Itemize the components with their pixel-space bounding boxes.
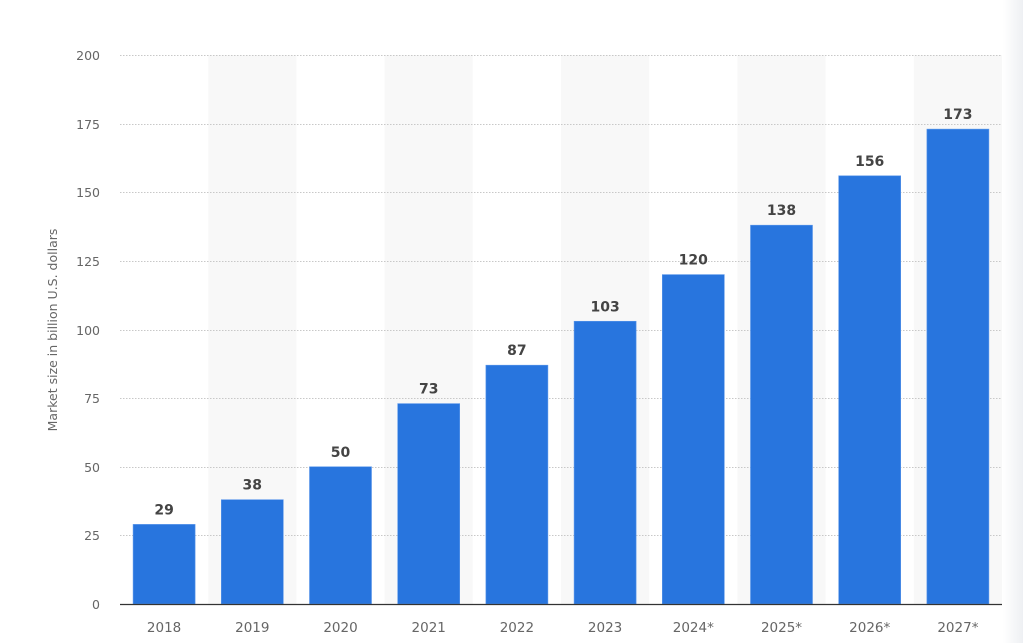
y-tick-label: 100 [76,323,100,338]
x-tick-label: 2023 [588,620,622,636]
y-tick-label: 75 [84,391,100,406]
bar-2027[interactable] [926,128,990,605]
y-tick-label: 125 [76,254,100,269]
data-label: 103 [590,299,619,315]
bar-2026[interactable] [838,175,902,605]
bar-2025[interactable] [750,224,813,605]
data-label: 173 [943,107,972,123]
data-labels: 29 38 50 73 87 103 120 138 156 173 [154,107,972,518]
y-tick-label: 200 [76,48,100,63]
bar-2018[interactable] [132,524,196,605]
gridlines [120,55,1002,536]
x-tick-label: 2021 [412,620,446,636]
bar-2023[interactable] [573,320,637,605]
y-tick-label: 150 [76,185,100,200]
bar-2020[interactable] [309,466,372,605]
bar-2021[interactable] [397,403,461,605]
data-label: 156 [855,154,884,170]
x-tick-label: 2019 [235,620,269,636]
data-label: 29 [154,502,173,518]
y-tick-label: 175 [76,117,100,132]
y-tick-label: 25 [84,528,100,543]
y-tick-label: 0 [92,597,100,612]
x-tick-label: 2022 [500,620,534,636]
data-label: 73 [419,382,438,398]
data-label: 120 [679,253,708,269]
x-tick-label: 2027* [937,620,978,636]
x-tick-label: 2020 [323,620,357,636]
y-axis-label: Market size in billion U.S. dollars [45,229,60,432]
data-label: 50 [331,445,351,461]
data-label: 138 [767,203,796,219]
bar-2019[interactable] [221,499,284,605]
y-axis-ticks: 0 25 50 75 100 125 150 175 200 [76,48,100,612]
x-axis-ticks: 2018 2019 2020 2021 2022 2023 2024* 2025* 2026* 2… [147,620,979,636]
bar-series [132,128,990,605]
x-tick-label: 2025* [761,620,802,636]
data-label: 38 [243,478,262,494]
y-tick-label: 50 [84,460,100,475]
data-label: 87 [507,343,526,359]
x-tick-label: 2026* [849,620,890,636]
bar-2022[interactable] [485,364,549,605]
bar-2024[interactable] [661,274,725,605]
right-edge-shadow [1003,0,1023,643]
x-tick-label: 2024* [673,620,714,636]
x-tick-label: 2018 [147,620,181,636]
